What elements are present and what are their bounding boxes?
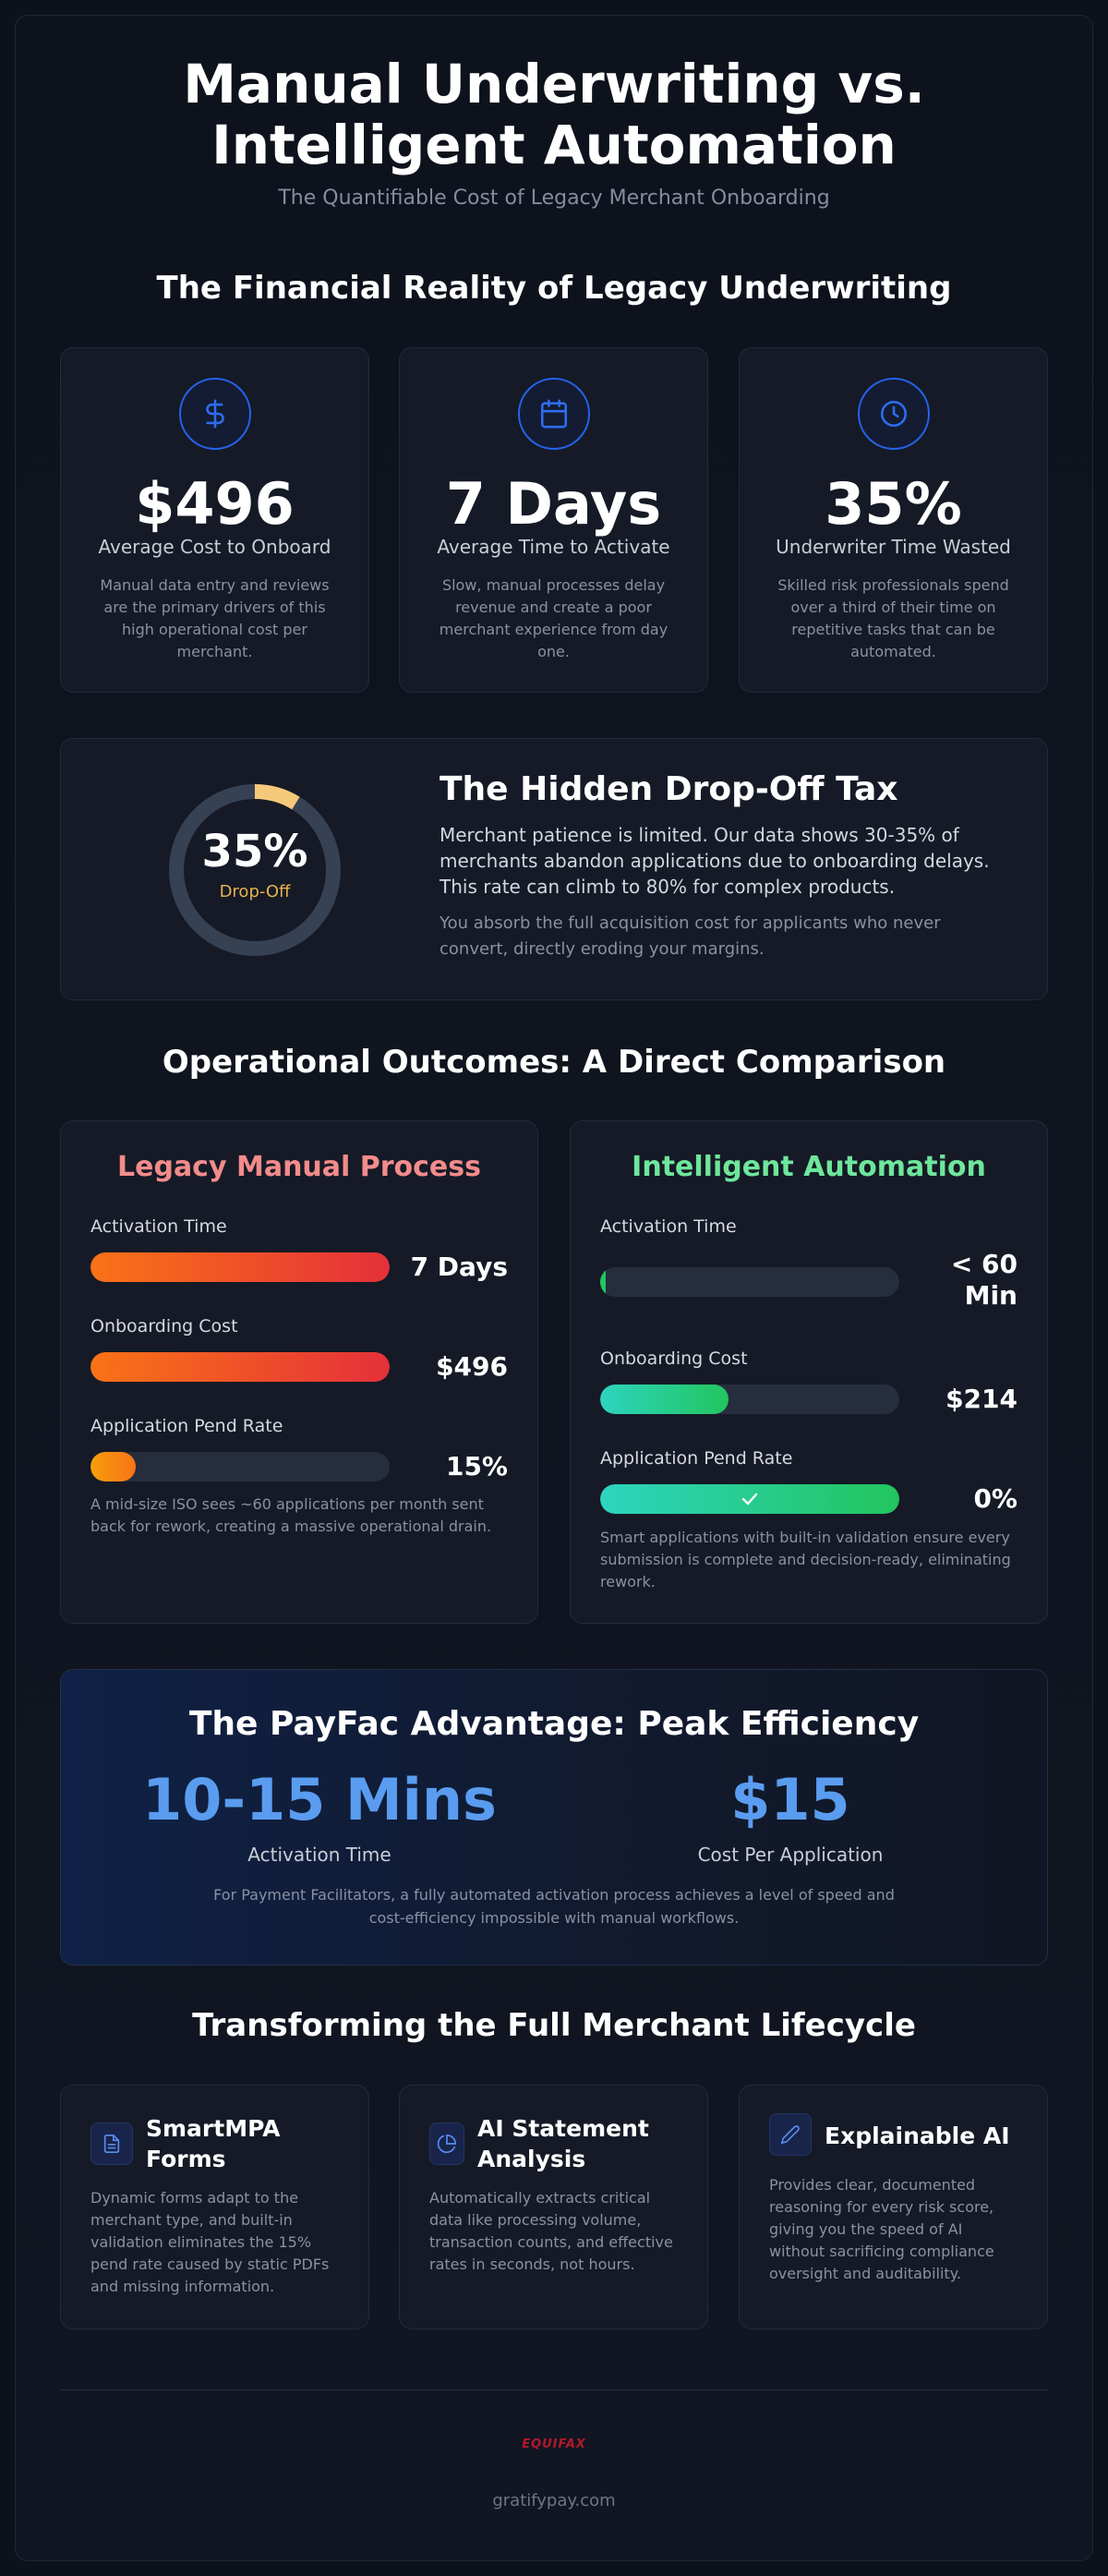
metric-label: Onboarding Cost bbox=[600, 1348, 748, 1369]
dollar-icon bbox=[178, 378, 251, 450]
dropoff-ring-label: Drop-Off bbox=[219, 882, 291, 901]
metric-value: $496 bbox=[436, 1351, 508, 1382]
lifecycle-card-title: Explainable AI bbox=[825, 2122, 1010, 2149]
stat-value: 35% bbox=[825, 470, 962, 538]
bar-fill bbox=[90, 1352, 390, 1382]
legacy-note: A mid-size ISO sees ~60 applications per… bbox=[90, 1495, 492, 1535]
stat-card-time: 7 Days Average Time to Activate Slow, ma… bbox=[399, 347, 708, 693]
legacy-card: Legacy Manual Process Activation Time 7 … bbox=[60, 1120, 538, 1624]
stat-description: Manual data entry and reviews are the pr… bbox=[100, 576, 330, 660]
page-subtitle: The Quantifiable Cost of Legacy Merchant… bbox=[278, 187, 830, 210]
automation-note: Smart applications with built-in validat… bbox=[600, 1529, 1011, 1590]
metric-value: 15% bbox=[445, 1451, 508, 1482]
bar-fill bbox=[600, 1267, 607, 1297]
payfac-stat-label: Cost Per Application bbox=[697, 1844, 884, 1866]
metric-label: Application Pend Rate bbox=[90, 1416, 283, 1436]
lifecycle-card-title: SmartMPA Forms bbox=[146, 2115, 281, 2172]
dropoff-ring: 35% Drop-Off bbox=[163, 778, 347, 962]
bar-track bbox=[600, 1484, 899, 1514]
stat-card-wasted: 35% Underwriter Time Wasted Skilled risk… bbox=[739, 347, 1048, 693]
stat-label: Average Time to Activate bbox=[437, 536, 670, 558]
bar-track bbox=[600, 1385, 899, 1414]
stat-label: Underwriter Time Wasted bbox=[776, 536, 1011, 558]
payfac-stat-value: $15 bbox=[730, 1766, 850, 1833]
automation-card: Intelligent Automation Activation Time <… bbox=[570, 1120, 1048, 1624]
lifecycle-card-explainable: Explainable AI Provides clear, documente… bbox=[739, 2085, 1048, 2329]
check-icon bbox=[741, 1493, 758, 1506]
metric-label: Activation Time bbox=[90, 1216, 227, 1237]
payfac-card: The PayFac Advantage: Peak Efficiency 10… bbox=[60, 1669, 1048, 1965]
lifecycle-card-desc: Dynamic forms adapt to the merchant type… bbox=[90, 2189, 330, 2295]
dropoff-card: 35% Drop-Off The Hidden Drop-Off Tax Mer… bbox=[60, 738, 1048, 1000]
bar-fill bbox=[600, 1484, 899, 1514]
footer-divider bbox=[60, 2389, 1048, 2390]
calendar-icon bbox=[517, 378, 590, 450]
page-title: Manual Underwriting vs. Intelligent Auto… bbox=[183, 53, 925, 176]
dropoff-note: You absorb the full acquisition cost for… bbox=[440, 913, 941, 959]
lifecycle-card-analysis: AI Statement Analysis Automatically extr… bbox=[399, 2085, 708, 2329]
stat-card-cost: $496 Average Cost to Onboard Manual data… bbox=[60, 347, 369, 693]
payfac-note: For Payment Facilitators, a fully automa… bbox=[213, 1886, 895, 1927]
lifecycle-section-title: Transforming the Full Merchant Lifecycle bbox=[192, 2007, 916, 2044]
metric-label: Activation Time bbox=[600, 1216, 737, 1237]
payfac-stat-label: Activation Time bbox=[247, 1844, 391, 1866]
financial-section-title: The Financial Reality of Legacy Underwri… bbox=[156, 270, 952, 307]
bar-fill bbox=[90, 1452, 136, 1482]
stat-description: Slow, manual processes delay revenue and… bbox=[439, 576, 668, 660]
bar-fill bbox=[600, 1385, 729, 1414]
pie-chart-icon bbox=[429, 2122, 464, 2165]
footer-site-link[interactable]: gratifypay.com bbox=[492, 2491, 616, 2510]
metric-value: $214 bbox=[945, 1384, 1018, 1414]
bar-track bbox=[600, 1267, 899, 1297]
lifecycle-card-forms: SmartMPA Forms Dynamic forms adapt to th… bbox=[60, 2085, 369, 2329]
comparison-section-title: Operational Outcomes: A Direct Compariso… bbox=[162, 1044, 946, 1081]
metric-value: < 60 Min bbox=[950, 1249, 1018, 1311]
automation-title: Intelligent Automation bbox=[632, 1151, 986, 1183]
ring-arc bbox=[169, 784, 341, 956]
legacy-title: Legacy Manual Process bbox=[117, 1151, 481, 1183]
metric-label: Onboarding Cost bbox=[90, 1316, 238, 1336]
lifecycle-card-desc: Automatically extracts critical data lik… bbox=[429, 2189, 673, 2273]
metric-value: 7 Days bbox=[410, 1252, 508, 1282]
pencil-icon bbox=[769, 2113, 812, 2156]
bar-fill bbox=[90, 1252, 390, 1282]
payfac-stat-value: 10-15 Mins bbox=[142, 1766, 497, 1833]
metric-label: Application Pend Rate bbox=[600, 1448, 793, 1469]
clock-icon bbox=[857, 378, 930, 450]
bar-track bbox=[90, 1352, 390, 1382]
stat-value: $496 bbox=[135, 470, 295, 538]
payfac-title: The PayFac Advantage: Peak Efficiency bbox=[188, 1705, 920, 1743]
metric-value: 0% bbox=[973, 1483, 1018, 1514]
stat-value: 7 Days bbox=[445, 470, 662, 538]
dropoff-title: The Hidden Drop-Off Tax bbox=[440, 770, 898, 808]
dropoff-percent: 35% bbox=[201, 826, 308, 877]
bar-track bbox=[90, 1452, 390, 1482]
lifecycle-card-desc: Provides clear, documented reasoning for… bbox=[769, 2176, 994, 2282]
lifecycle-card-title: AI Statement Analysis bbox=[477, 2115, 649, 2172]
stat-label: Average Cost to Onboard bbox=[98, 536, 331, 558]
dropoff-body: Merchant patience is limited. Our data s… bbox=[440, 824, 990, 898]
document-icon bbox=[90, 2122, 133, 2165]
bar-track bbox=[90, 1252, 390, 1282]
stat-description: Skilled risk professionals spend over a … bbox=[777, 576, 1009, 660]
equifax-logo: EQUIFAX bbox=[522, 2437, 586, 2451]
